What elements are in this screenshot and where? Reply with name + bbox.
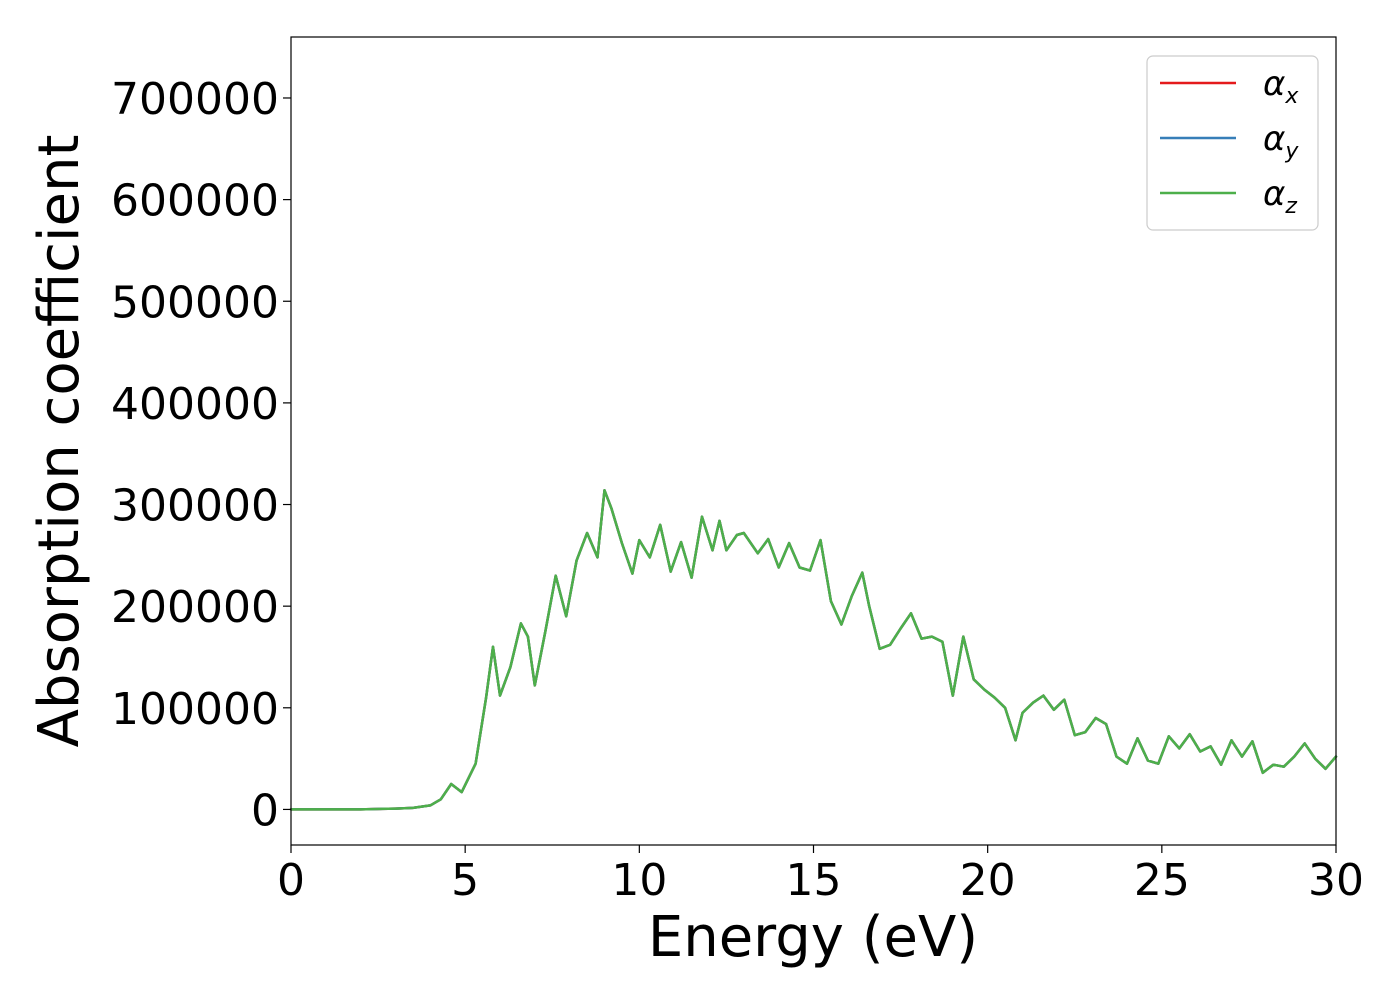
y-tick-label: 300000 xyxy=(111,481,279,532)
x-tick-label: 5 xyxy=(451,855,479,906)
x-tick-label: 25 xyxy=(1134,855,1190,906)
series-line-y xyxy=(289,489,1338,811)
series-line-x xyxy=(289,489,1338,811)
y-tick-label: 500000 xyxy=(111,277,279,328)
y-axis: 0 100000 200000 300000 400000 500000 600000 700… xyxy=(111,74,291,836)
legend-box xyxy=(1146,55,1319,231)
x-tick-label: 20 xyxy=(960,855,1016,906)
y-tick-label: 200000 xyxy=(111,582,279,633)
series-layer xyxy=(289,489,1338,811)
x-tick-label: 10 xyxy=(611,855,667,906)
y-axis-label: Absorption coefficient xyxy=(27,135,92,748)
x-tick-label: 15 xyxy=(786,855,842,906)
x-axis: 0 5 10 15 20 25 30 xyxy=(277,845,1364,906)
x-tick-label: 0 xyxy=(277,855,305,906)
y-tick-label: 400000 xyxy=(111,379,279,430)
series-line-z xyxy=(289,489,1338,811)
legend-label-y: αy xyxy=(1263,119,1299,164)
y-tick-label: 600000 xyxy=(111,176,279,227)
y-tick-label: 700000 xyxy=(111,74,279,125)
x-tick-label: 30 xyxy=(1308,855,1364,906)
legend-label-x: αx xyxy=(1263,64,1299,109)
y-tick-label: 0 xyxy=(251,785,279,836)
x-axis-label: Energy (eV) xyxy=(648,905,978,970)
y-tick-label: 100000 xyxy=(111,684,279,735)
